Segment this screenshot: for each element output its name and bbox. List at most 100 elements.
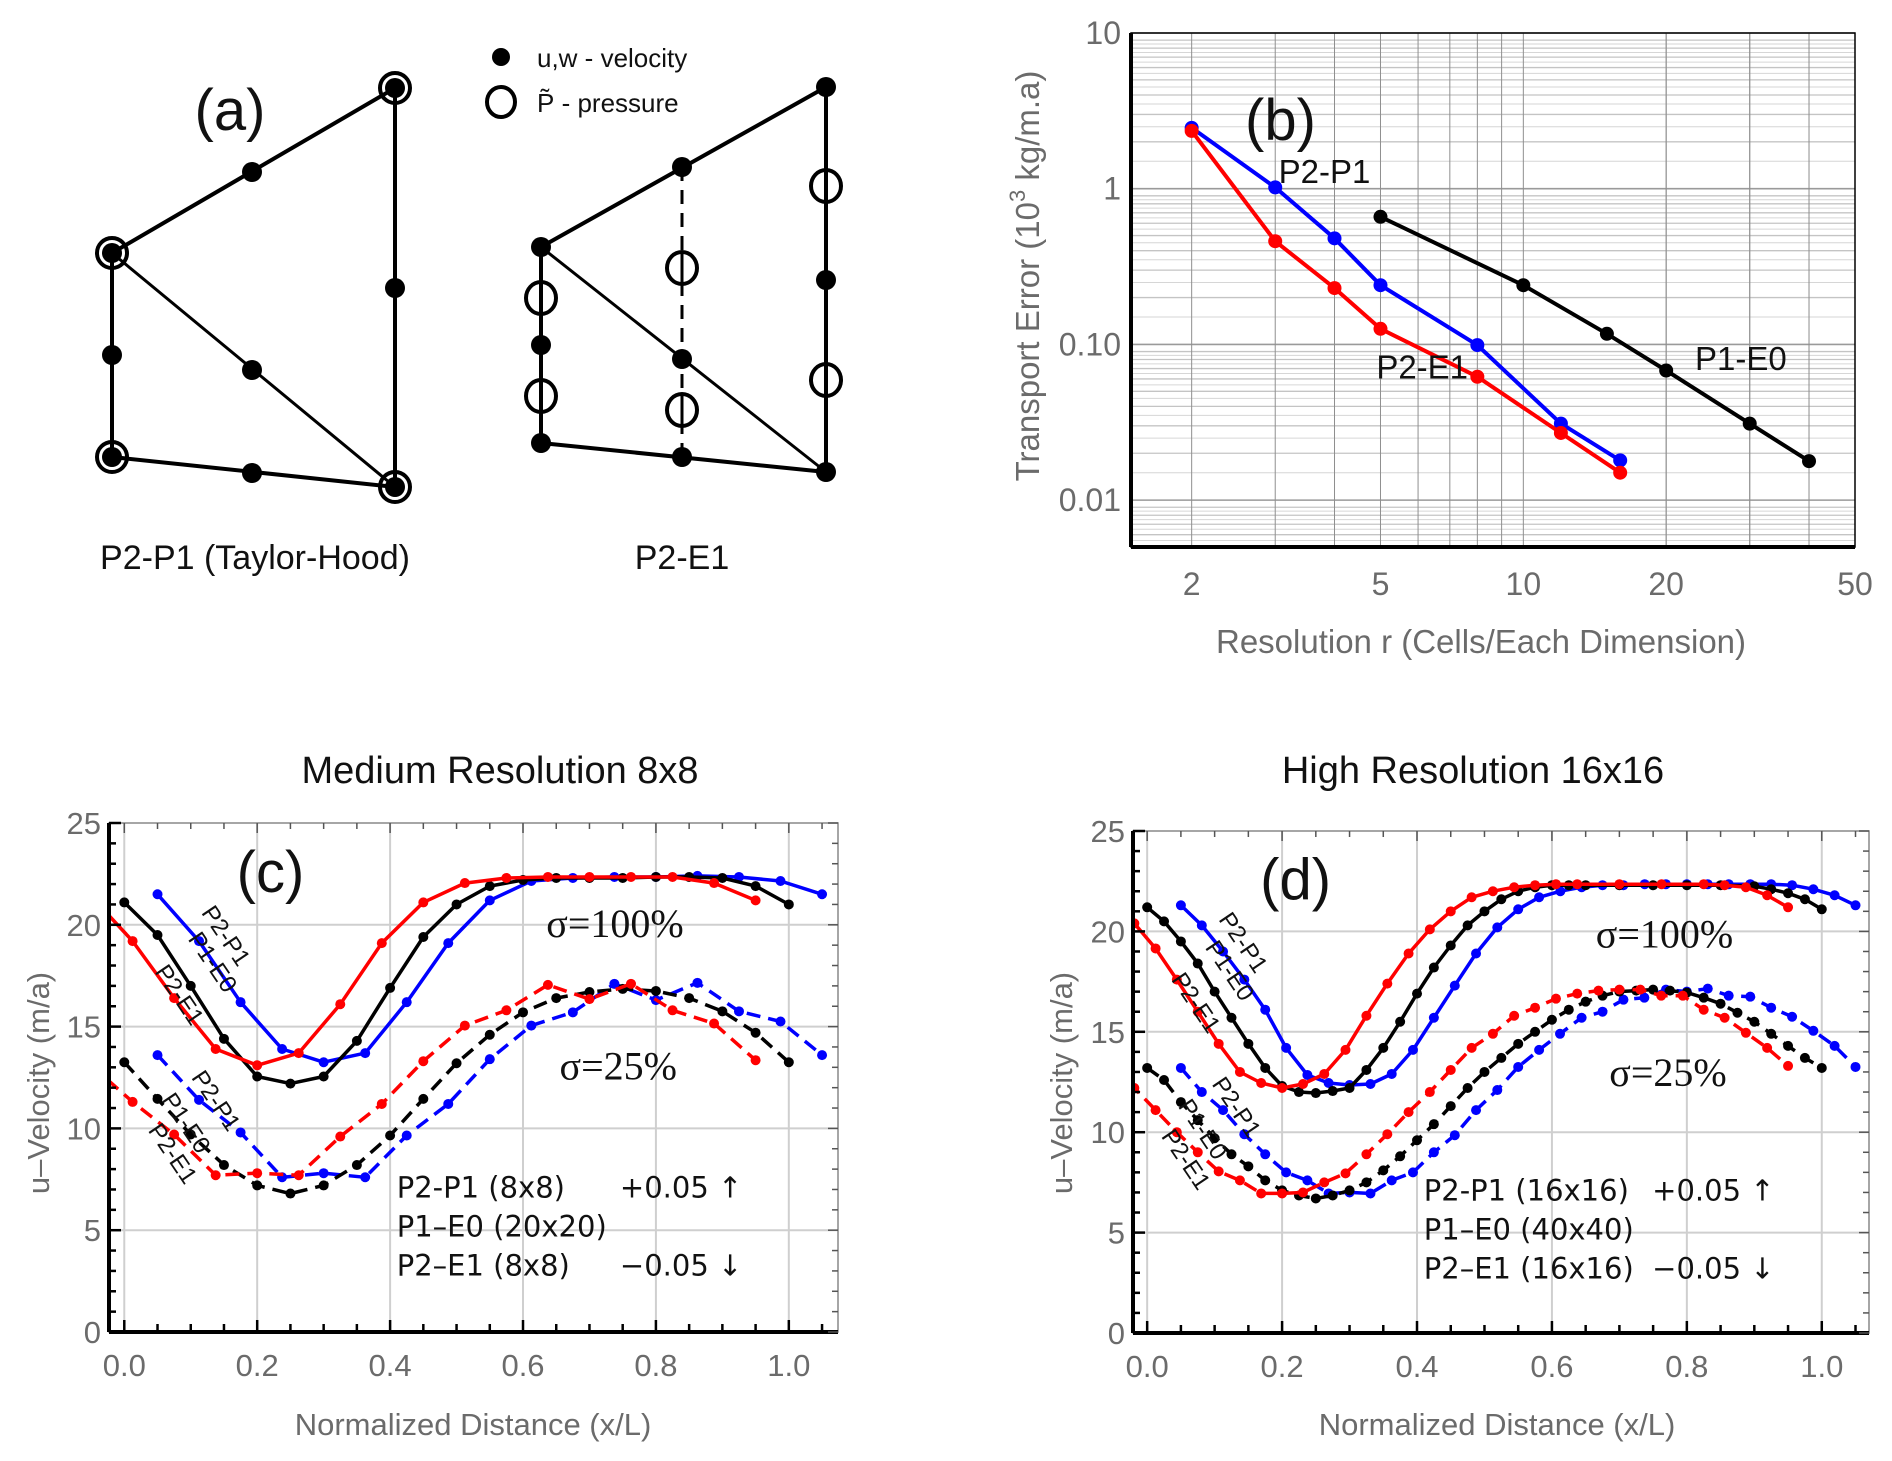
data-point [1572, 988, 1583, 999]
series-line [1379, 214, 1811, 463]
data-point [86, 891, 96, 901]
element-p2-p1-diagram [110, 86, 397, 489]
data-point [1382, 1129, 1393, 1140]
velocity-node [242, 360, 262, 380]
data-point [775, 876, 786, 887]
panel-c-tick-labels: 0.0 0.2 0.4 0.6 0.8 1.0 0 5 10 15 20 25 [67, 806, 811, 1383]
panel-a-element-diagrams: (a) P2-P1 (Taylor-Hood) [95, 43, 843, 577]
data-point [1327, 231, 1342, 246]
data-point [501, 1005, 512, 1016]
panel-a-label: (a) [195, 78, 266, 143]
legend-velocity-text: u,w - velocity [537, 43, 687, 73]
y-tick-label: 5 [84, 1213, 101, 1248]
data-point [1327, 281, 1342, 296]
panel-d-grid [1133, 831, 1869, 1333]
data-point [235, 1127, 246, 1138]
data-point [775, 1016, 786, 1027]
y-tick-label: 0 [1108, 1316, 1125, 1351]
data-point [1572, 879, 1583, 890]
data-point [1614, 984, 1625, 995]
pressure-node [378, 470, 412, 504]
pressure-node [378, 71, 412, 105]
data-point [1470, 369, 1485, 384]
legend-row-shift: +0.05 ↑ [1652, 1173, 1774, 1207]
data-point [1395, 1016, 1406, 1027]
data-point [1740, 882, 1751, 893]
data-point [1361, 1010, 1372, 1021]
panel-b-y-axis-title: Transport Error (103 kg/m.a) [1005, 71, 1046, 482]
data-point [1659, 363, 1674, 378]
data-point [1766, 1002, 1777, 1013]
data-point [1850, 1061, 1861, 1072]
data-point [1599, 326, 1614, 341]
data-point [418, 932, 429, 943]
data-point [1496, 894, 1507, 905]
legend-row-name: P2–E1 (8x8) [397, 1248, 570, 1282]
element-p2-p1-caption: P2-P1 (Taylor-Hood) [100, 539, 410, 577]
data-point [1576, 1012, 1587, 1023]
data-point [1597, 1006, 1608, 1017]
data-point [1783, 1040, 1794, 1051]
data-point [1563, 1004, 1574, 1015]
velocity-node [385, 78, 405, 98]
data-point [1378, 1042, 1389, 1053]
data-point [1298, 1187, 1309, 1198]
data-point [1108, 898, 1118, 908]
data-point [625, 978, 636, 989]
data-point [1749, 1016, 1760, 1027]
data-point [1424, 1087, 1435, 1098]
panel-d-chart: High Resolution 16x16 0.0 0.2 0.4 0.6 0.8 1.0… [1044, 750, 1870, 1442]
series-clip-group [86, 870, 828, 1199]
element-p2-e1-nodes [524, 77, 843, 482]
data-point [1762, 890, 1773, 901]
y-tick-label: 20 [1091, 914, 1125, 949]
data-point [1234, 1066, 1245, 1077]
data-point [1293, 1087, 1304, 1098]
data-point [285, 1188, 296, 1199]
data-point [1327, 1086, 1338, 1097]
data-point [1745, 991, 1756, 1002]
velocity-node [531, 433, 551, 453]
data-point [252, 1168, 263, 1179]
sigma-label: σ=100% [1596, 911, 1733, 956]
data-point [709, 878, 720, 889]
panel-b-grid [1131, 32, 1856, 548]
data-point [1816, 1062, 1827, 1073]
y-tick-label: 20 [67, 908, 101, 943]
data-point [1407, 1167, 1418, 1178]
data-point [335, 999, 346, 1010]
x-tick-label: 1.0 [767, 1348, 810, 1383]
x-tick-label: 1.0 [1800, 1349, 1843, 1384]
data-point [1466, 1042, 1477, 1053]
data-point [1516, 278, 1531, 293]
data-point [293, 1048, 304, 1059]
data-point [717, 872, 728, 883]
data-point [318, 1168, 329, 1179]
data-point [1513, 904, 1524, 915]
data-point [1234, 1175, 1245, 1186]
data-point [567, 1007, 578, 1018]
data-point [1656, 879, 1667, 890]
data-point [1226, 1149, 1237, 1160]
data-point [152, 889, 163, 900]
element-p2-p1-nodes [95, 71, 412, 504]
data-point [817, 1050, 828, 1061]
velocity-node [672, 349, 692, 369]
data-point [1550, 879, 1561, 890]
velocity-node [385, 278, 405, 298]
data-point [1412, 988, 1423, 999]
data-point [1344, 1083, 1355, 1094]
x-tick-label: 0.6 [1530, 1349, 1573, 1384]
data-point [1428, 1012, 1439, 1023]
data-point [1614, 879, 1625, 890]
series-line [123, 987, 790, 1196]
data-point [351, 1160, 362, 1171]
y-tick-label: 10 [67, 1111, 101, 1146]
legend-pressure-text: P̃ - pressure [537, 88, 679, 118]
panel-d-tick-labels: 0.0 0.2 0.4 0.6 0.8 1.0 0 5 10 15 20 25 [1091, 814, 1844, 1384]
data-point [185, 980, 196, 991]
curve-label: P1-E0 [1695, 340, 1787, 377]
panel-d-y-axis-title: u–Velocity (m/a) [1044, 972, 1079, 1194]
data-point [1218, 946, 1229, 957]
